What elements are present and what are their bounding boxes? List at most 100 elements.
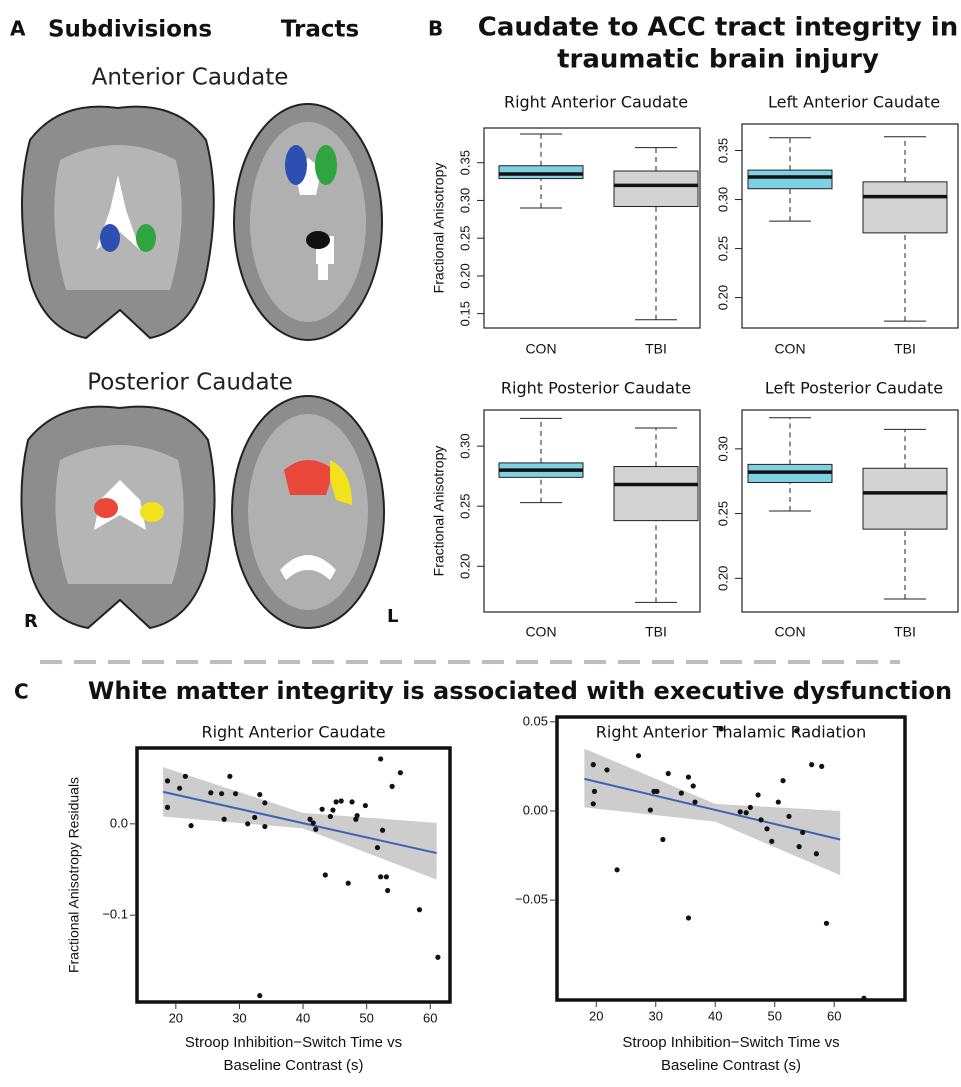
data-point (375, 845, 380, 850)
x-tick-label: CON (525, 341, 556, 357)
data-point (233, 791, 238, 796)
data-point (769, 839, 774, 844)
chart-title: Left Anterior Caudate (768, 93, 940, 112)
data-point (219, 791, 224, 796)
data-point (809, 762, 814, 767)
box (748, 170, 832, 189)
data-point (794, 728, 799, 733)
data-point (177, 786, 182, 791)
data-point (349, 799, 354, 804)
x-tick-label: 60 (827, 1008, 841, 1023)
panel-label: C (14, 680, 29, 704)
data-point (755, 792, 760, 797)
panel-label: B (428, 17, 443, 41)
x-tick-label: 40 (708, 1008, 722, 1023)
x-tick-label: TBI (645, 341, 667, 357)
chart-title: Right Anterior Thalamic Radiation (596, 723, 866, 742)
data-point (738, 809, 743, 814)
brain-axial-anterior (234, 104, 382, 340)
y-tick-label: 0.30 (715, 187, 730, 212)
y-tick-label: 0.25 (715, 501, 730, 526)
y-tick-label: 0.20 (457, 263, 472, 288)
data-point (339, 798, 344, 803)
data-point (776, 799, 781, 804)
y-tick-label: 0.35 (715, 138, 730, 163)
data-point (819, 764, 824, 769)
data-point (691, 783, 696, 788)
data-point (245, 821, 250, 826)
chart-title: Right Posterior Caudate (501, 379, 691, 398)
data-point (165, 805, 170, 810)
data-point (744, 810, 749, 815)
box (863, 468, 947, 529)
y-tick-label: 0.20 (715, 566, 730, 591)
data-point (385, 888, 390, 893)
chart-title: Right Anterior Caudate (201, 723, 385, 742)
y-tick-label: 0.20 (457, 554, 472, 579)
data-point (323, 872, 328, 877)
data-point (764, 826, 769, 831)
data-point (334, 799, 339, 804)
data-point (363, 803, 368, 808)
data-point (780, 778, 785, 783)
column-label: Tracts (281, 17, 359, 43)
x-tick-label: 30 (232, 1010, 246, 1025)
box (614, 467, 698, 521)
data-point (797, 844, 802, 849)
data-point (686, 915, 691, 920)
data-point (417, 907, 422, 912)
y-axis-label: Fractional Anisotropy (431, 163, 447, 294)
x-tick-label: 50 (767, 1008, 781, 1023)
data-point (636, 753, 641, 758)
data-point (648, 807, 653, 812)
chart-title: Right Anterior Caudate (504, 93, 688, 112)
x-tick-label: 60 (423, 1010, 437, 1025)
data-point (814, 851, 819, 856)
data-point (257, 993, 262, 998)
x-axis-label: Baseline Contrast (s) (223, 1057, 363, 1074)
data-point (378, 874, 383, 879)
data-point (380, 828, 385, 833)
data-point (591, 801, 596, 806)
data-point (208, 790, 213, 795)
x-tick-label: CON (774, 341, 805, 357)
orientation-label: L (387, 606, 398, 627)
data-point (252, 815, 257, 820)
y-tick-label: 0.25 (715, 236, 730, 261)
data-point (222, 817, 227, 822)
box (499, 166, 583, 179)
data-point (378, 756, 383, 761)
y-tick-label: 0.20 (715, 285, 730, 310)
x-tick-label: 40 (296, 1010, 310, 1025)
brain-coronal-anterior (22, 107, 214, 338)
confidence-band (584, 749, 840, 876)
box (863, 182, 947, 233)
x-tick-label: TBI (894, 341, 916, 357)
y-tick-label: 0.35 (457, 150, 472, 175)
panel-label: A (10, 17, 26, 41)
data-point (654, 789, 659, 794)
y-tick-label: 0.25 (457, 226, 472, 251)
x-tick-label: 20 (589, 1008, 603, 1023)
x-tick-label: TBI (894, 624, 916, 640)
data-point (435, 955, 440, 960)
data-point (227, 774, 232, 779)
data-point (188, 823, 193, 828)
data-point (824, 921, 829, 926)
chart-title: Left Posterior Caudate (765, 379, 943, 398)
brain-coronal-posterior (21, 407, 214, 628)
data-point (666, 771, 671, 776)
x-tick-label: CON (525, 624, 556, 640)
data-point (183, 774, 188, 779)
data-point (660, 837, 665, 842)
data-point (398, 770, 403, 775)
data-point (330, 808, 335, 813)
panel-title: White matter integrity is associated wit… (88, 677, 952, 705)
data-point (311, 820, 316, 825)
y-tick-label: −0.05 (515, 892, 548, 907)
x-tick-label: 50 (359, 1010, 373, 1025)
x-tick-label: TBI (645, 624, 667, 640)
data-point (320, 807, 325, 812)
data-point (748, 805, 753, 810)
data-point (758, 817, 763, 822)
